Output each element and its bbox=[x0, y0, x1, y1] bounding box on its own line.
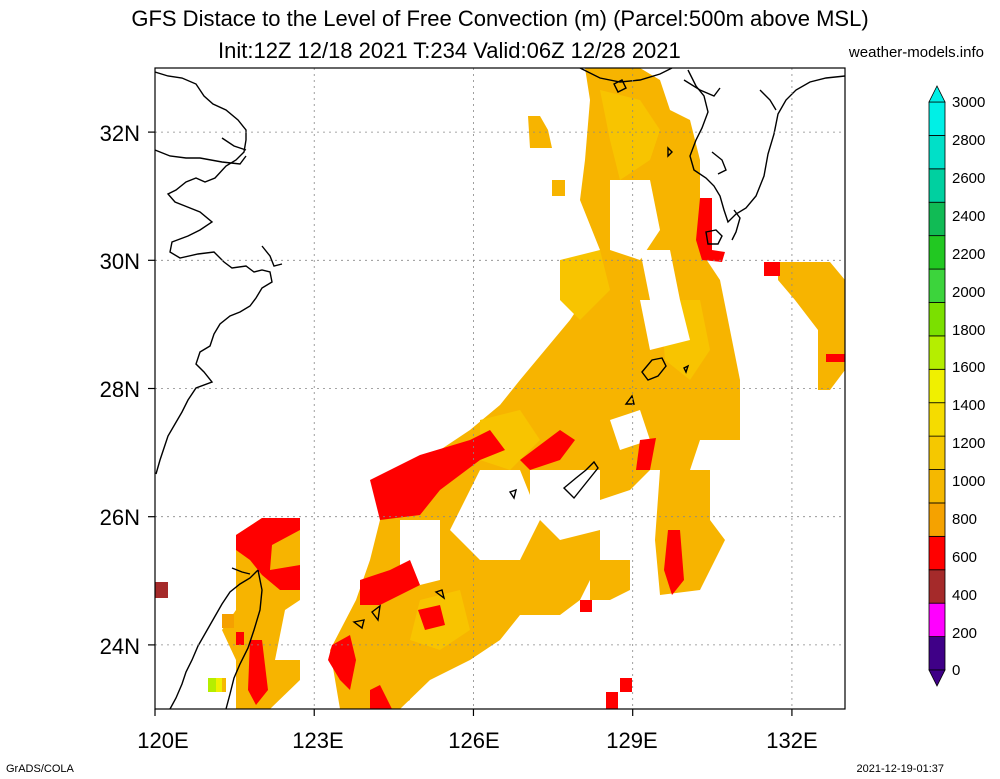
lat-tick-label: 32N bbox=[100, 121, 140, 146]
field-patch bbox=[480, 410, 540, 470]
colorbar-label: 800 bbox=[952, 511, 977, 528]
field-patch bbox=[236, 518, 300, 590]
colorbar-label: 1800 bbox=[952, 322, 985, 339]
kyushu-coastline bbox=[687, 69, 845, 224]
colorbar-swatch bbox=[928, 469, 946, 504]
colorbar-swatch bbox=[928, 201, 946, 237]
axis-ticks bbox=[148, 131, 793, 716]
credit-link[interactable]: weather-models.info bbox=[848, 44, 984, 61]
field-patch bbox=[764, 262, 780, 276]
field-patch bbox=[418, 605, 445, 630]
colorbar-label: 2800 bbox=[952, 132, 985, 149]
grads-credit: GrADS/COLA bbox=[6, 763, 74, 775]
lon-tick-label: 120E bbox=[137, 728, 188, 753]
colorbar-swatch bbox=[928, 235, 946, 270]
field-patch bbox=[590, 560, 630, 600]
field-patch bbox=[664, 530, 684, 595]
colorbar-labels: 3000 2800 2600 2400 2200 2000 1800 1600 … bbox=[952, 94, 985, 679]
colorbar-swatch bbox=[928, 435, 946, 470]
colorbar-label: 600 bbox=[952, 549, 977, 566]
field-patch bbox=[222, 614, 234, 628]
colorbar-label: 1000 bbox=[952, 473, 985, 490]
colorbar-swatch bbox=[928, 335, 946, 370]
colorbar-label: 1200 bbox=[952, 435, 985, 452]
colorbar-swatch bbox=[928, 502, 946, 537]
field-patch bbox=[640, 250, 680, 300]
colorbar-swatch bbox=[928, 302, 946, 337]
map-subtitle: Init:12Z 12/18 2021 T:234 Valid:06Z 12/2… bbox=[218, 38, 681, 63]
lon-tick-label: 123E bbox=[292, 728, 343, 753]
colorbar-label: 400 bbox=[952, 587, 977, 604]
field-patch bbox=[655, 470, 725, 595]
lat-tick-label: 30N bbox=[100, 249, 140, 274]
field-patch bbox=[370, 685, 392, 709]
field-patch bbox=[222, 678, 226, 692]
field-patch bbox=[696, 198, 725, 262]
colorbar-label: 2600 bbox=[952, 170, 985, 187]
lat-tick-label: 26N bbox=[100, 505, 140, 530]
colorbar-label: 0 bbox=[952, 662, 960, 679]
map-title: GFS Distace to the Level of Free Convect… bbox=[131, 6, 869, 31]
field-patch bbox=[552, 180, 565, 196]
colorbar-label: 1600 bbox=[952, 359, 985, 376]
colorbar-swatch bbox=[928, 168, 946, 203]
field-patch bbox=[560, 250, 610, 320]
colorbar-swatch bbox=[928, 402, 946, 437]
colorbar bbox=[928, 85, 946, 687]
colorbar-label: 1400 bbox=[952, 397, 985, 414]
latitude-axis: 32N 30N 28N 26N 24N bbox=[100, 121, 140, 659]
field-patch bbox=[328, 635, 356, 690]
colorbar-swatch bbox=[928, 569, 946, 604]
lat-tick-label: 24N bbox=[100, 634, 140, 659]
field-patch bbox=[155, 582, 168, 598]
colorbar-bottom-arrow bbox=[928, 669, 946, 687]
field-patch bbox=[236, 632, 244, 645]
field-patch bbox=[345, 640, 410, 709]
colorbar-swatch bbox=[928, 636, 946, 671]
lon-tick-label: 126E bbox=[448, 728, 499, 753]
timestamp: 2021-12-19-01:37 bbox=[856, 763, 944, 775]
field-patch bbox=[610, 180, 660, 260]
colorbar-label: 2000 bbox=[952, 284, 985, 301]
field-patch bbox=[600, 90, 660, 180]
lat-tick-label: 28N bbox=[100, 377, 140, 402]
colorbar-label: 200 bbox=[952, 625, 977, 642]
field-patch bbox=[360, 560, 420, 605]
colorbar-label: 2400 bbox=[952, 208, 985, 225]
colorbar-swatch bbox=[928, 535, 946, 571]
taiwan-coastline bbox=[169, 569, 263, 709]
field-patch bbox=[778, 262, 845, 390]
colorbar-label: 3000 bbox=[952, 94, 985, 111]
field-patch bbox=[216, 678, 222, 692]
colorbar-swatch bbox=[928, 368, 946, 404]
colorbar-swatch bbox=[928, 101, 946, 136]
colorbar-label: 2200 bbox=[952, 246, 985, 263]
field-patch bbox=[478, 565, 500, 580]
coastline bbox=[155, 68, 845, 709]
field-patch bbox=[248, 640, 268, 705]
china-coastline bbox=[155, 71, 273, 475]
field-patch bbox=[640, 300, 690, 350]
field-patch bbox=[208, 678, 216, 692]
field-patch bbox=[620, 678, 632, 692]
graticule bbox=[155, 68, 845, 709]
field-patch bbox=[580, 600, 592, 612]
colorbar-swatch bbox=[928, 268, 946, 303]
colorbar-swatch bbox=[928, 602, 946, 637]
lon-tick-label: 129E bbox=[606, 728, 657, 753]
longitude-axis: 120E 123E 126E 129E 132E bbox=[137, 728, 817, 753]
colorbar-top-arrow bbox=[928, 85, 946, 103]
field-patch bbox=[636, 438, 656, 470]
colorbar-swatch bbox=[928, 135, 946, 170]
field-patch bbox=[826, 354, 845, 362]
field-patch bbox=[520, 430, 575, 470]
field-patch bbox=[606, 692, 618, 709]
lon-tick-label: 132E bbox=[766, 728, 817, 753]
field-patch bbox=[450, 470, 540, 560]
field-patch bbox=[370, 430, 505, 520]
